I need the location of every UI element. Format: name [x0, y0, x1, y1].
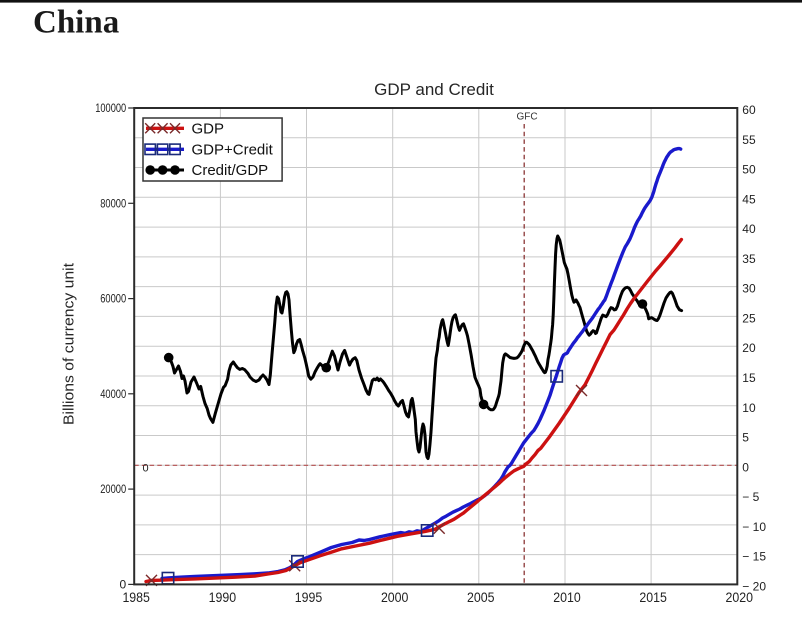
svg-text:1995: 1995 [295, 590, 323, 605]
svg-text:55: 55 [742, 133, 756, 147]
svg-text:0: 0 [742, 460, 749, 474]
svg-text:40: 40 [742, 222, 756, 236]
svg-text:China: China [33, 5, 119, 41]
svg-text:GDP: GDP [192, 120, 225, 137]
svg-text:35: 35 [742, 252, 756, 266]
svg-text:60: 60 [742, 103, 756, 117]
svg-text:20000: 20000 [100, 482, 126, 496]
svg-text:50: 50 [742, 163, 756, 177]
svg-text:− 15: − 15 [742, 550, 766, 564]
svg-text:0: 0 [120, 577, 127, 591]
svg-text:2010: 2010 [553, 590, 581, 605]
svg-text:− 10: − 10 [742, 520, 766, 534]
svg-text:1985: 1985 [122, 590, 150, 605]
svg-text:− 20: − 20 [742, 579, 766, 593]
svg-text:2000: 2000 [381, 590, 409, 605]
svg-text:40000: 40000 [100, 387, 126, 401]
svg-text:− 5: − 5 [742, 490, 759, 504]
svg-text:15: 15 [742, 371, 756, 385]
svg-text:Credit/GDP: Credit/GDP [192, 162, 269, 179]
svg-text:60000: 60000 [100, 292, 126, 306]
svg-text:10: 10 [742, 401, 756, 415]
svg-text:0: 0 [143, 463, 149, 475]
svg-text:100000: 100000 [95, 101, 126, 115]
svg-text:Billions of currency unit: Billions of currency unit [61, 262, 78, 425]
svg-text:2015: 2015 [639, 590, 667, 605]
svg-text:2005: 2005 [467, 590, 495, 605]
svg-text:5: 5 [742, 431, 749, 445]
svg-text:45: 45 [742, 192, 756, 206]
svg-text:20: 20 [742, 341, 756, 355]
svg-text:GFC: GFC [516, 112, 537, 123]
svg-text:GDP and Credit: GDP and Credit [374, 80, 494, 99]
svg-text:80000: 80000 [100, 196, 126, 210]
svg-text:2020: 2020 [726, 590, 754, 605]
svg-text:30: 30 [742, 282, 756, 296]
svg-text:GDP+Credit: GDP+Credit [192, 141, 274, 158]
svg-text:25: 25 [742, 311, 756, 325]
svg-text:1990: 1990 [209, 590, 237, 605]
